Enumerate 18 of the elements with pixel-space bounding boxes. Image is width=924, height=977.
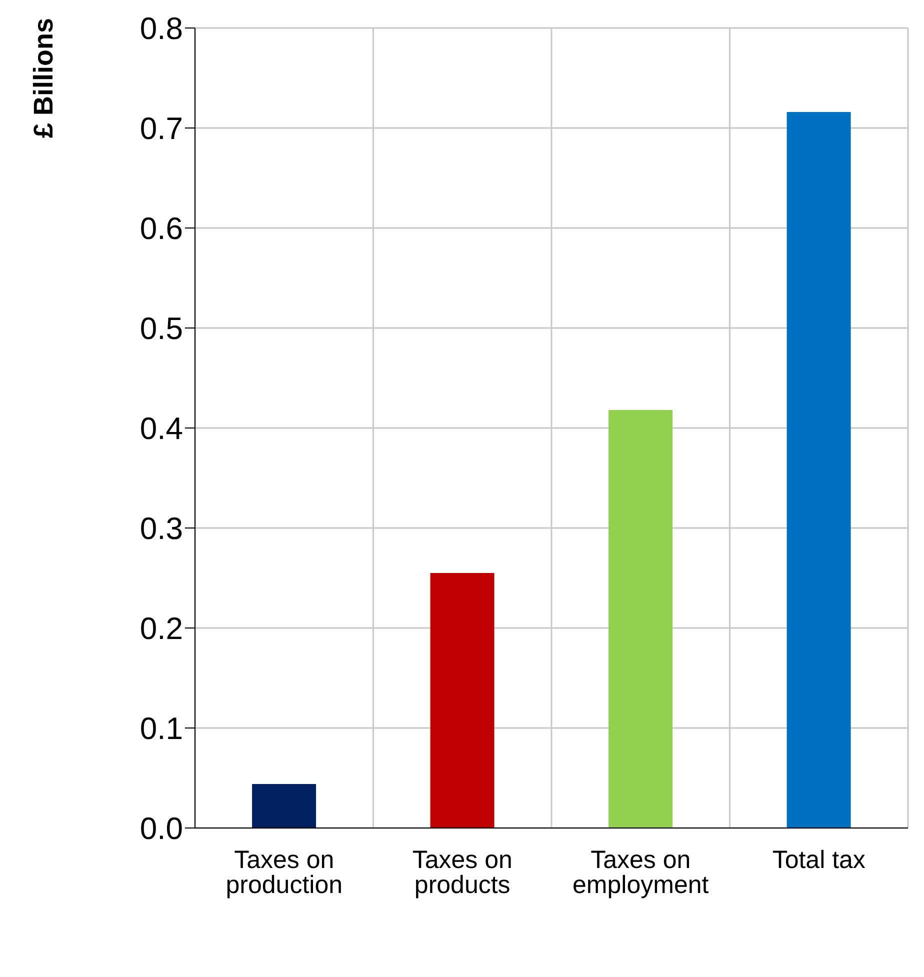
y-tick-label: 0.6 [140,211,183,246]
y-tick-label: 0.4 [140,411,183,446]
bar [252,784,316,828]
x-tick-label: Total tax [772,846,866,874]
y-tick-label: 0.5 [140,311,183,346]
bar [608,410,673,828]
y-tick-label: 0.0 [140,811,183,846]
y-tick-label: 0.8 [140,11,183,46]
bar [786,112,851,828]
y-tick-label: 0.3 [140,511,183,546]
x-tick-label: Taxes on products [412,846,512,899]
x-tick-label: Taxes on employment [572,846,709,899]
x-tick-label: Taxes on production [226,846,342,899]
bar [430,573,494,828]
y-tick-label: 0.7 [140,111,183,146]
y-tick-label: 0.2 [140,611,183,646]
y-tick-label: 0.1 [140,711,183,746]
y-axis-title: £ Billions [28,18,59,138]
